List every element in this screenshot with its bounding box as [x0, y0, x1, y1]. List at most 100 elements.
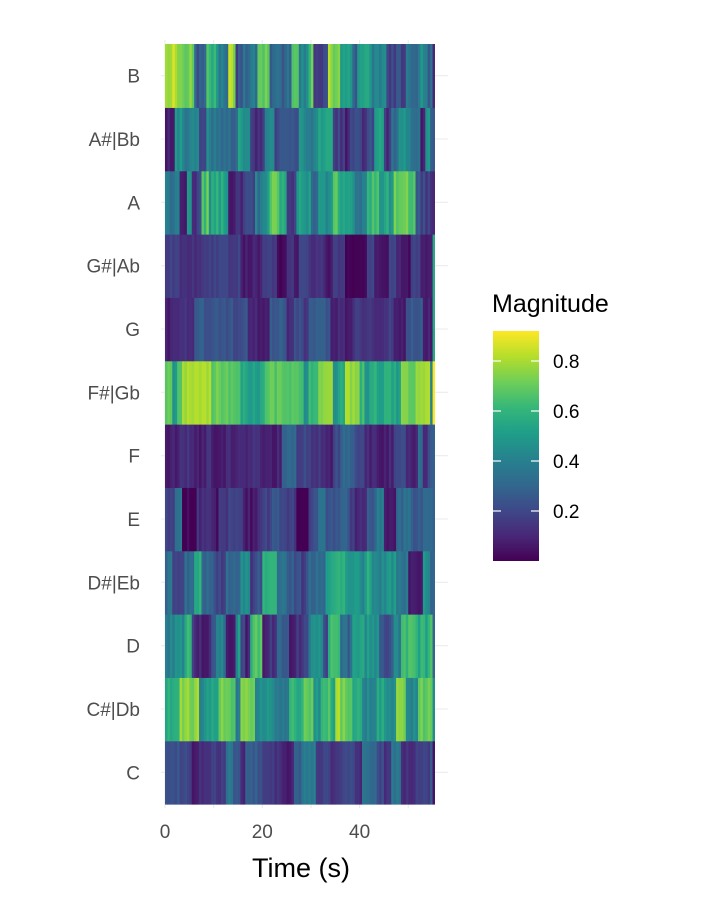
heatmap-cell [191, 107, 195, 172]
heatmap-cell [381, 677, 385, 742]
heatmap-cell [276, 234, 280, 298]
heatmap-cell [196, 677, 200, 742]
heatmap-cell [286, 360, 290, 425]
heatmap-cell [393, 170, 397, 235]
heatmap-cell [325, 614, 329, 678]
heatmap-cell [308, 360, 312, 425]
heatmap-cell [203, 234, 207, 298]
heatmap-cell [264, 550, 268, 615]
heatmap-cell [318, 297, 322, 362]
heatmap-cell [410, 550, 414, 615]
heatmap-cell [427, 107, 431, 172]
heatmap-cell [301, 360, 305, 425]
heatmap-cell [383, 424, 387, 488]
heatmap-cell [269, 424, 273, 488]
heatmap-cell [257, 234, 261, 298]
heatmap-cell [327, 107, 332, 172]
heatmap-cell [235, 424, 239, 488]
heatmap-cell [172, 234, 176, 298]
heatmap-cell [345, 360, 349, 425]
heatmap-cell [172, 424, 176, 488]
heatmap-cell [267, 360, 271, 425]
heatmap-cell [315, 614, 319, 678]
heatmap-cell [332, 170, 336, 235]
heatmap-cell [167, 487, 171, 552]
heatmap-cell [347, 44, 351, 108]
heatmap-cell [194, 234, 198, 298]
heatmap-cell [298, 107, 302, 172]
heatmap-cell [420, 424, 424, 488]
heatmap-cell [371, 614, 375, 678]
heatmap-cell [388, 677, 392, 742]
heatmap-cell [359, 740, 363, 805]
heatmap-cell [400, 297, 404, 362]
heatmap-cell [272, 550, 276, 615]
heatmap-cell [213, 424, 217, 488]
heatmap-cell [172, 360, 176, 425]
heatmap-cell [359, 424, 363, 488]
heatmap-cell [318, 740, 322, 805]
heatmap-cell [335, 170, 339, 235]
heatmap-cell [303, 170, 307, 235]
heatmap-cell [184, 360, 188, 425]
heatmap-cell [366, 424, 370, 488]
heatmap-cell [340, 170, 344, 235]
heatmap-cell [366, 740, 370, 805]
heatmap-cell [293, 677, 297, 742]
heatmap-cell [420, 550, 424, 615]
heatmap-cell [196, 234, 200, 298]
heatmap-cell [203, 487, 207, 552]
heatmap-cell [410, 360, 414, 425]
heatmap-cell [310, 677, 314, 742]
heatmap-cell [169, 170, 173, 235]
heatmap-cell [357, 360, 361, 425]
heatmap-cell [315, 550, 319, 615]
heatmap-cell [347, 234, 351, 298]
heatmap-cell [403, 107, 407, 172]
heatmap-cell [286, 424, 290, 488]
heatmap-cell [211, 360, 215, 425]
heatmap-cell [374, 550, 378, 615]
heatmap-cell [208, 614, 212, 678]
heatmap-cell [420, 740, 424, 805]
heatmap-cell [398, 740, 402, 805]
heatmap-cell [310, 424, 314, 488]
heatmap-cell [388, 487, 392, 552]
heatmap-cell [218, 550, 222, 615]
heatmap-cell [250, 234, 254, 298]
heatmap-cell [327, 297, 332, 362]
heatmap-cell [174, 44, 178, 108]
heatmap-cell-final [432, 44, 435, 108]
heatmap-cell [220, 170, 224, 235]
heatmap-cell [362, 234, 366, 298]
heatmap-cell [196, 44, 200, 108]
heatmap-cell [403, 234, 407, 298]
heatmap-cell [191, 234, 195, 298]
heatmap-cell [342, 297, 346, 362]
heatmap-cell [255, 170, 259, 235]
heatmap-cell [291, 424, 295, 488]
heatmap-cell [262, 170, 266, 235]
heatmap-cell [211, 677, 215, 742]
heatmap-cell [301, 614, 305, 678]
heatmap-cell [357, 550, 361, 615]
heatmap-cell [335, 740, 339, 805]
heatmap-cell [371, 677, 375, 742]
heatmap-cell [417, 424, 422, 488]
heatmap-cell [415, 614, 419, 678]
heatmap-cell [293, 44, 297, 108]
heatmap-cell [408, 614, 412, 678]
heatmap-cell [325, 107, 329, 172]
heatmap-cell [415, 677, 419, 742]
heatmap-cell [364, 424, 368, 488]
heatmap-cell [174, 487, 178, 552]
heatmap-cell [408, 297, 412, 362]
heatmap-cell [225, 234, 229, 298]
heatmap-cell [369, 740, 373, 805]
heatmap-cell [371, 550, 375, 615]
heatmap-cell [330, 614, 334, 678]
heatmap-cell [345, 107, 349, 172]
heatmap-cell [165, 44, 169, 108]
heatmap-cell [199, 360, 203, 425]
heatmap-cell [203, 107, 207, 172]
